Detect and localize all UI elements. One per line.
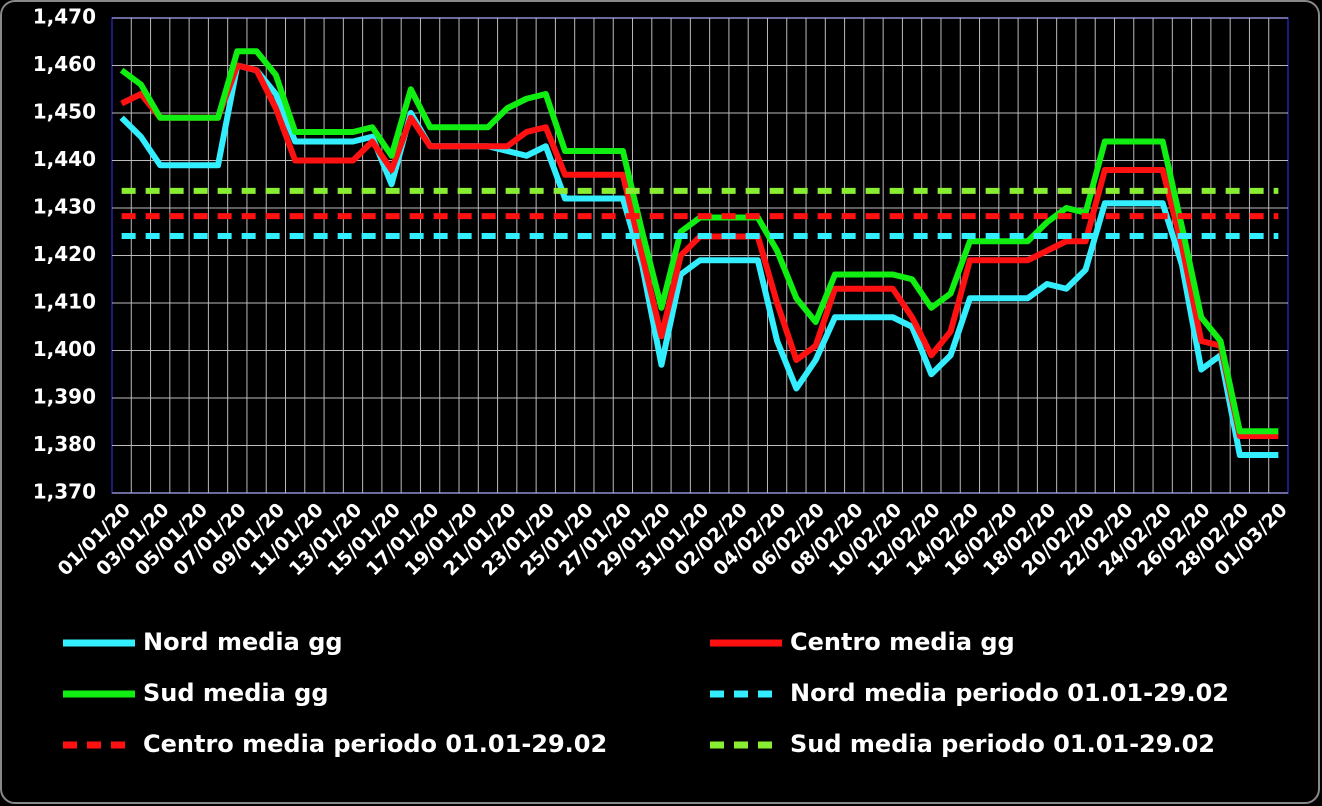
y-tick-label: 1,410	[33, 290, 96, 314]
legend-label: Centro media gg	[790, 628, 1015, 656]
legend-label: Nord media gg	[143, 628, 343, 656]
y-tick-label: 1,380	[33, 432, 96, 456]
y-tick-label: 1,370	[33, 480, 96, 504]
legend-label: Sud media gg	[143, 679, 329, 707]
y-tick-label: 1,470	[33, 5, 96, 29]
legend-label: Centro media periodo 01.01-29.02	[143, 730, 607, 758]
y-tick-label: 1,420	[33, 242, 96, 266]
y-tick-label: 1,460	[33, 52, 96, 76]
y-tick-label: 1,400	[33, 337, 96, 361]
y-tick-label: 1,390	[33, 385, 96, 409]
legend-label: Nord media periodo 01.01-29.02	[790, 679, 1229, 707]
y-tick-label: 1,450	[33, 100, 96, 124]
y-tick-label: 1,440	[33, 147, 96, 171]
series-line	[119, 62, 1279, 458]
legend-label: Sud media periodo 01.01-29.02	[790, 730, 1215, 758]
y-tick-label: 1,430	[33, 195, 96, 219]
